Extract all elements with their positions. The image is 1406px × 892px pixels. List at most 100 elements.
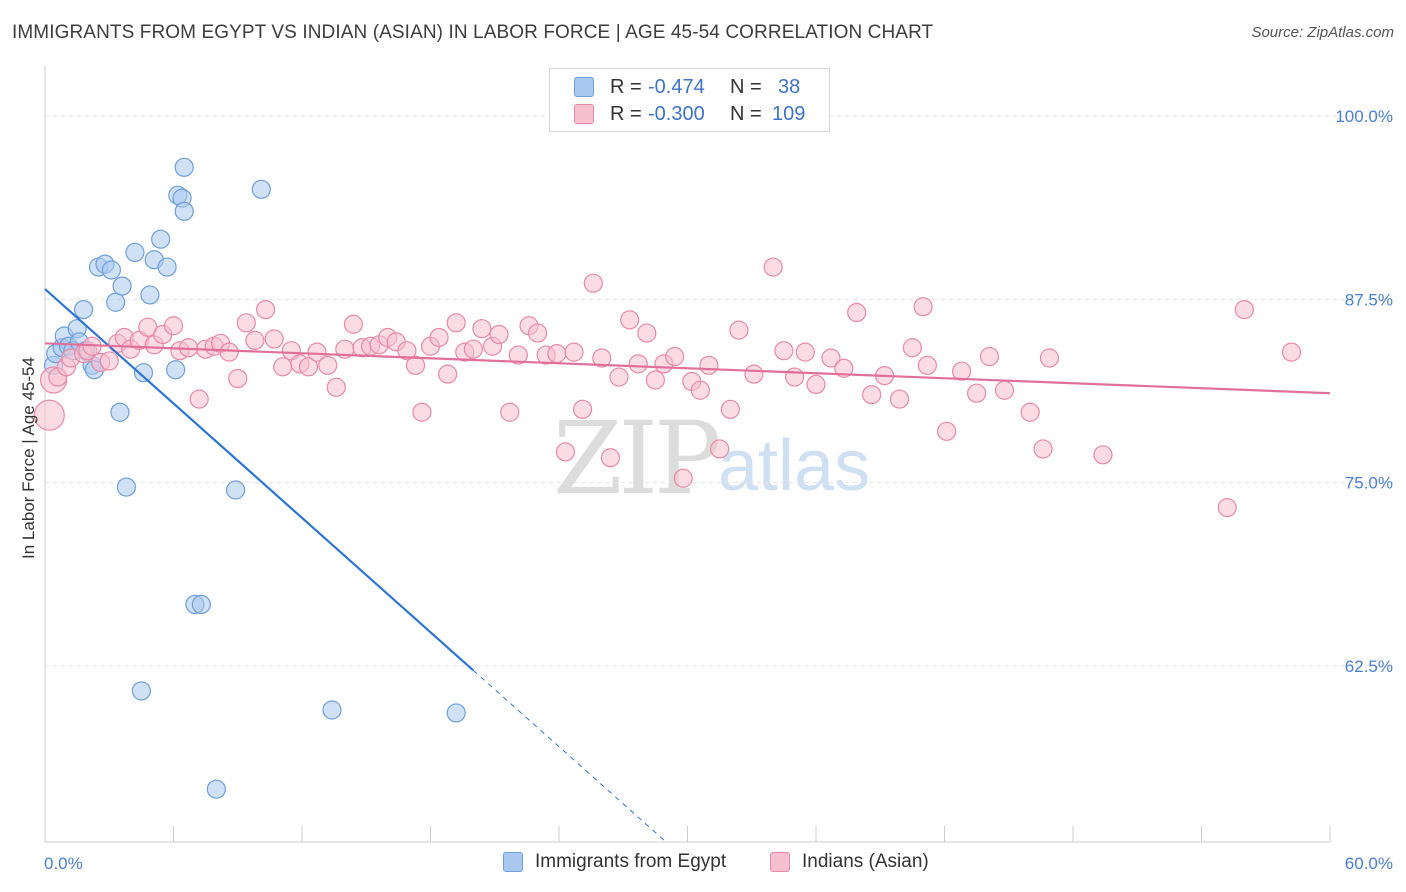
correlation-legend: R = -0.474 N = 38 R = -0.300 N = 109 [549,68,830,132]
legend-row-egypt: R = -0.474 N = 38 [550,74,800,100]
indian-point [592,348,612,368]
y-tick-label: 87.5% [1345,290,1393,309]
indian-point [628,354,648,374]
egypt-point [191,594,211,615]
y-tick-label: 100.0% [1335,107,1393,126]
indian-point [555,442,576,462]
indian-point [609,367,629,387]
indian-points [33,257,1302,518]
egypt-point [131,681,151,701]
indian-point [763,257,783,277]
indian-point [33,399,65,431]
y-axis-label: In Labor Force | Age 45-54 [19,357,38,559]
indian-point [1020,402,1040,422]
legend-r-value: -0.300 [648,102,705,125]
indian-point [429,327,449,348]
egypt-point [73,300,94,320]
indian-point [917,355,937,375]
indian-point [784,367,805,387]
egypt-point [446,703,466,723]
indian-point [446,313,466,333]
indian-point [937,421,957,441]
legend-r-label: R = [610,75,642,98]
legend-row-indian: R = -0.300 N = 109 [550,101,805,127]
indian-point [834,358,854,378]
legend-label-egypt: Immigrants from Egypt [535,851,727,872]
egypt-point [251,179,271,199]
indian-point [489,324,509,345]
indian-point [547,344,567,364]
indian-point [673,468,693,488]
indian-point [806,374,826,394]
indian-point [318,355,338,375]
indian-point [564,342,584,362]
indian-point [952,361,972,381]
indian-point [720,399,740,419]
indian-point [397,341,417,361]
indian-point [508,345,528,365]
indian-point [862,385,882,405]
indian-trend-line [44,342,1331,395]
chart-source: Source: ZipAtlas.com [1251,24,1394,41]
indian-point [1033,439,1053,459]
egypt-point [157,257,177,277]
egypt-point [101,260,121,280]
indian-point [572,399,593,419]
indian-point [600,448,621,468]
indian-point [645,370,665,390]
legend-r-value: -0.474 [648,75,705,98]
egypt-point [174,157,194,177]
chart-title: IMMIGRANTS FROM EGYPT VS INDIAN (ASIAN) … [12,22,934,43]
grid-lines [45,115,1394,667]
indian-point [774,341,794,361]
watermark-atlas: atlas [718,426,871,506]
indian-point [298,357,319,377]
legend-n-label: N = [730,102,762,125]
egypt-point [322,700,342,720]
indian-point [994,380,1015,400]
indian-point [913,297,933,317]
egypt-point [226,480,246,500]
indian-point [412,402,432,422]
legend-n-value: 109 [772,102,806,125]
indian-point [729,320,749,340]
indian-point [902,338,922,358]
indian-point [637,323,657,343]
indian-point [255,300,276,320]
indian-point [307,342,327,362]
watermark-zip: ZIP [553,400,721,517]
indian-point [163,316,184,336]
indian-point [690,380,710,400]
y-tick-label: 62.5% [1345,657,1393,676]
legend-label-indian: Indians (Asian) [802,851,929,872]
egypt-point [112,276,132,296]
indian-point [795,342,815,362]
indian-point [847,302,867,323]
egypt-trend-line [44,288,475,672]
indian-point [343,314,363,334]
indian-point [245,330,265,350]
indian-point [1093,445,1113,465]
indian-point [236,313,256,333]
axes [44,66,1331,843]
indian-point [99,351,119,371]
egypt-point [116,477,136,497]
y-tick-label: 75.0% [1345,474,1393,493]
legend-swatch-egypt [503,852,523,872]
indian-point [264,329,284,349]
egypt-trend-extension [473,670,667,843]
indian-point [967,383,987,403]
egypt-point [140,285,160,305]
trend-lines [44,288,1331,843]
indian-point [500,402,520,422]
indian-point [665,346,685,367]
egypt-point [125,242,145,262]
indian-point [189,389,209,409]
x-tick-label-min: 0.0% [44,854,83,873]
indian-point [710,439,730,459]
indian-point [821,348,841,368]
egypt-point [106,292,126,312]
legend-n-label: N = [730,75,762,98]
tick-labels: 100.0% 87.5% 75.0% 62.5% 0.0% 60.0% [44,107,1393,873]
